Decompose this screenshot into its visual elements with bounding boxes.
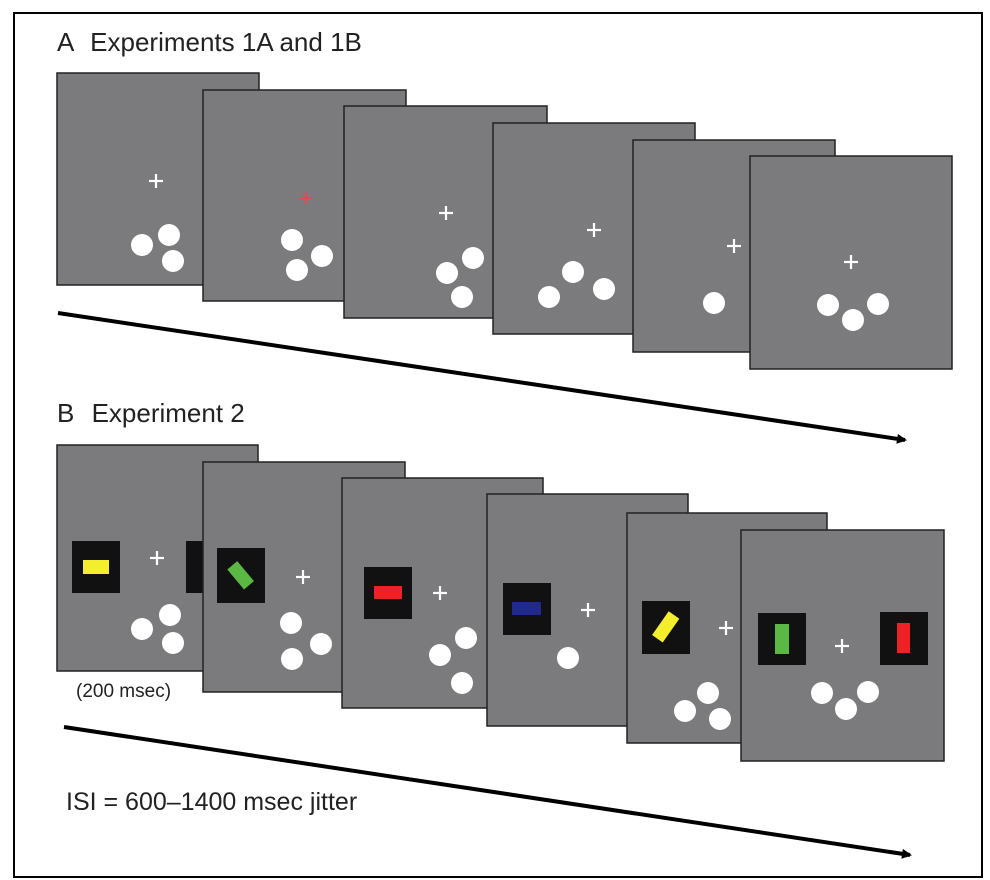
fixation-cross	[149, 174, 163, 188]
stimulus-dot	[835, 698, 857, 720]
red-bar	[374, 586, 402, 599]
stimulus-dot	[562, 261, 584, 283]
stimulus-dot	[131, 234, 153, 256]
stimulus-dot	[593, 278, 615, 300]
stimulus-dot	[158, 224, 180, 246]
isi-note: ISI = 600–1400 msec jitter	[66, 788, 358, 816]
panel-b-screen-6	[740, 529, 945, 762]
panel-a-label: A	[57, 27, 73, 57]
stimulus-dot	[281, 648, 303, 670]
panel-a-title: Experiments 1A and 1B	[90, 27, 362, 57]
stimulus-dot	[436, 262, 458, 284]
blue-bar	[512, 602, 541, 615]
stimulus-dot	[159, 604, 181, 626]
stimulus-dot	[162, 250, 184, 272]
stimulus-dot	[857, 681, 879, 703]
stimulus-dot	[462, 247, 484, 269]
stimulus-duration-note: (200 msec)	[76, 681, 172, 702]
panel-b-screens	[56, 444, 945, 762]
time-arrow-a	[57, 311, 907, 444]
stimulus-dot	[131, 618, 153, 640]
stimulus-dot	[455, 627, 477, 649]
stimulus-dot	[281, 229, 303, 251]
fixation-cross	[844, 255, 858, 269]
panel-b-label: B	[57, 398, 75, 428]
fixation-cross	[296, 570, 310, 584]
stimulus-dot	[817, 294, 839, 316]
fixation-cross	[581, 603, 595, 617]
stimulus-dot	[709, 708, 731, 730]
green-bar	[227, 561, 254, 590]
fixation-cross	[835, 639, 849, 653]
stimulus-dot	[311, 245, 333, 267]
stimulus-dot	[310, 633, 332, 655]
red-bar	[897, 623, 910, 653]
red-fixation-cross	[300, 192, 312, 204]
yellow-bar	[83, 560, 109, 574]
stimulus-dot	[451, 286, 473, 308]
stimulus-dot	[703, 292, 725, 314]
fixation-cross	[587, 223, 601, 237]
fixation-cross	[719, 621, 733, 635]
stimulus-dot	[280, 612, 302, 634]
stimulus-dot	[811, 682, 833, 704]
panel-b-title: Experiment 2	[91, 398, 245, 428]
fixation-cross	[439, 206, 453, 220]
panel-a-screens	[56, 72, 953, 370]
stimulus-dot	[286, 259, 308, 281]
stimulus-box	[186, 541, 204, 593]
fixation-cross	[727, 239, 741, 253]
stimulus-dot	[451, 672, 473, 694]
panel-a-screen-6	[749, 155, 953, 370]
stimulus-dot	[162, 632, 184, 654]
time-arrow-b	[63, 725, 912, 859]
stimulus-dot	[842, 309, 864, 331]
green-bar	[775, 624, 789, 654]
yellow-bar	[652, 611, 680, 643]
stimulus-dot	[538, 286, 560, 308]
stimulus-dot	[674, 700, 696, 722]
stimulus-dot	[429, 644, 451, 666]
fixation-cross	[433, 586, 447, 600]
stimulus-dot	[697, 682, 719, 704]
stimulus-dot	[867, 293, 889, 315]
stimulus-dot	[557, 647, 579, 669]
fixation-cross	[150, 551, 164, 565]
